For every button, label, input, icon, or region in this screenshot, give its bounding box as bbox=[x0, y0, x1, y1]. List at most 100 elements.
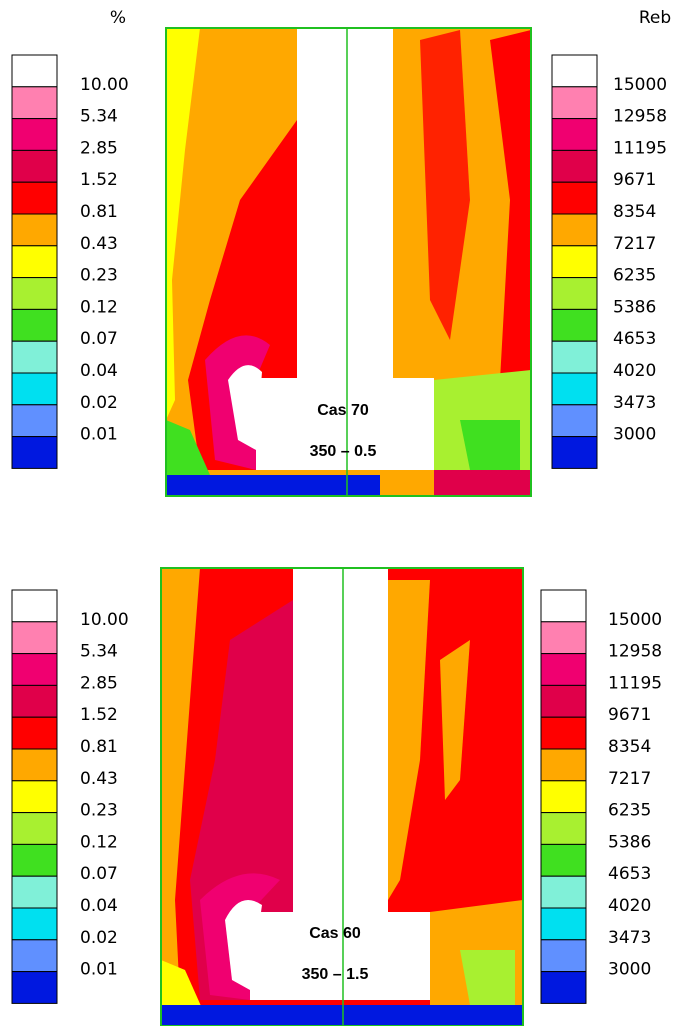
legend-label: 12958 bbox=[608, 642, 662, 662]
legend-swatch bbox=[540, 843, 587, 877]
legend-swatch bbox=[551, 54, 598, 88]
legend-label: 0.04 bbox=[80, 361, 118, 381]
condition-label: 350 – 1.5 bbox=[302, 966, 369, 983]
legend-label: 2.85 bbox=[80, 138, 118, 158]
legend-label: 0.04 bbox=[80, 896, 118, 916]
legend-label: 8354 bbox=[608, 737, 651, 757]
legend-swatch bbox=[551, 436, 598, 469]
legend-swatch bbox=[11, 181, 58, 215]
legend-swatch bbox=[11, 684, 58, 718]
legend-swatch bbox=[551, 118, 598, 151]
legend-swatch bbox=[551, 404, 598, 438]
legend-swatch bbox=[540, 971, 587, 1004]
legend-swatch bbox=[11, 245, 58, 279]
legend-label: 5.34 bbox=[80, 107, 118, 127]
legend-swatch bbox=[551, 340, 598, 374]
legend-swatch bbox=[11, 971, 58, 1004]
legend-label: 0.01 bbox=[80, 960, 118, 980]
legend-label: 3000 bbox=[613, 425, 656, 445]
legend-swatch bbox=[11, 118, 58, 151]
legend-swatch bbox=[540, 684, 587, 718]
legend-swatch bbox=[11, 372, 58, 406]
legend-label: 4653 bbox=[613, 329, 656, 349]
legend-swatch bbox=[551, 308, 598, 342]
legend-swatch bbox=[11, 621, 58, 655]
legend-swatch bbox=[551, 181, 598, 215]
legend-label: 7217 bbox=[613, 234, 656, 254]
legend-label: 3473 bbox=[608, 928, 651, 948]
contour-field bbox=[165, 27, 532, 497]
legend-swatch bbox=[11, 308, 58, 342]
legend-label: 0.23 bbox=[80, 801, 118, 821]
legend-swatch bbox=[551, 372, 598, 406]
legend-swatch bbox=[11, 277, 58, 310]
legend-label: 5.34 bbox=[80, 642, 118, 662]
legend-swatch bbox=[11, 436, 58, 469]
condition-label: 350 – 0.5 bbox=[310, 443, 377, 460]
legend-swatch bbox=[11, 86, 58, 120]
legend-label: 0.07 bbox=[80, 329, 118, 349]
legend-label: 9671 bbox=[608, 705, 651, 725]
legend-label: 11195 bbox=[608, 673, 662, 693]
legend-swatch bbox=[11, 404, 58, 438]
legend-swatch bbox=[11, 716, 58, 750]
legend-label: 1.52 bbox=[80, 705, 118, 725]
legend-swatch bbox=[11, 939, 58, 973]
legend-swatch bbox=[11, 875, 58, 909]
legend-label: 1.52 bbox=[80, 170, 118, 190]
legend-label: 0.02 bbox=[80, 928, 118, 948]
legend-swatch bbox=[11, 843, 58, 877]
legend-label: 6235 bbox=[613, 266, 656, 286]
contour-field bbox=[160, 567, 524, 1026]
legend-swatch bbox=[11, 54, 58, 88]
legend-label: 5386 bbox=[613, 297, 656, 317]
legend-unit: Reb bbox=[639, 8, 671, 28]
legend-swatch bbox=[11, 213, 58, 247]
legend-label: 3473 bbox=[613, 393, 656, 413]
legend-label: 0.07 bbox=[80, 864, 118, 884]
legend-label: 4653 bbox=[608, 864, 651, 884]
legend-label: 0.12 bbox=[80, 297, 118, 317]
legend-swatch bbox=[551, 277, 598, 310]
legend-label: 2.85 bbox=[80, 673, 118, 693]
legend-swatch bbox=[540, 653, 587, 686]
legend-swatch bbox=[11, 780, 58, 814]
legend-label: 10.00 bbox=[80, 75, 129, 95]
legend-swatch bbox=[540, 939, 587, 973]
legend-swatch bbox=[540, 780, 587, 814]
legend-swatch bbox=[551, 213, 598, 247]
legend-label: 11195 bbox=[613, 138, 667, 158]
legend-swatch bbox=[540, 716, 587, 750]
legend-label: 8354 bbox=[613, 202, 656, 222]
legend-label: 7217 bbox=[608, 769, 651, 789]
legend-swatch bbox=[540, 589, 587, 623]
legend-label: 3000 bbox=[608, 960, 651, 980]
legend-label: 0.12 bbox=[80, 832, 118, 852]
legend-label: 0.23 bbox=[80, 266, 118, 286]
case-label: Cas 60 bbox=[309, 925, 361, 942]
legend-swatch bbox=[11, 149, 58, 183]
legend-swatch bbox=[11, 340, 58, 374]
legend-label: 12958 bbox=[613, 107, 667, 127]
case-label: Cas 70 bbox=[317, 402, 369, 419]
legend-label: 0.02 bbox=[80, 393, 118, 413]
legend-swatch bbox=[551, 245, 598, 279]
legend-label: 0.43 bbox=[80, 234, 118, 254]
legend-label: 15000 bbox=[608, 610, 662, 630]
legend-swatch bbox=[540, 812, 587, 845]
legend-label: 4020 bbox=[608, 896, 651, 916]
legend-swatch bbox=[11, 589, 58, 623]
legend-label: 0.01 bbox=[80, 425, 118, 445]
legend-swatch bbox=[11, 653, 58, 686]
legend-label: 5386 bbox=[608, 832, 651, 852]
legend-swatch bbox=[11, 812, 58, 845]
legend-label: 10.00 bbox=[80, 610, 129, 630]
legend-swatch bbox=[540, 875, 587, 909]
legend-swatch bbox=[11, 907, 58, 941]
legend-swatch bbox=[540, 621, 587, 655]
legend-label: 0.81 bbox=[80, 737, 118, 757]
legend-label: 4020 bbox=[613, 361, 656, 381]
legend-swatch bbox=[551, 149, 598, 183]
legend-swatch bbox=[540, 748, 587, 782]
